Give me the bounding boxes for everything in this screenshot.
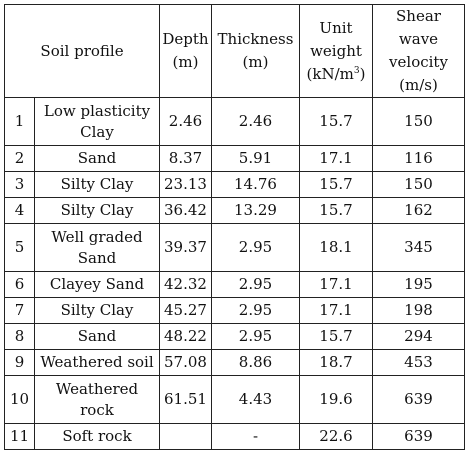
layer-number: 10 [4,375,35,424]
thickness-value: 2.95 [211,223,300,272]
header-row: Soil profile Depth (m) Thickness (m) Unit w… [4,4,465,98]
depth-value: 57.08 [159,349,212,376]
soil-type: Silty Clay [34,171,160,198]
header-depth: Depth (m) [159,4,212,98]
depth-value: 42.32 [159,271,212,298]
unit-weight-value: 18.1 [299,223,373,272]
unit-weight-value: 18.7 [299,349,373,376]
table-row: 11 Soft rock - 22.6 639 [4,423,465,450]
table-row: 6 Clayey Sand 42.32 2.95 17.1 195 [4,271,465,298]
layer-number: 7 [4,297,35,324]
table-row: 9 Weathered soil 57.08 8.86 18.7 453 [4,349,465,376]
depth-value: 2.46 [159,97,212,146]
layer-number: 8 [4,323,35,350]
unit-weight-value: 15.7 [299,97,373,146]
soil-type: Weathered rock [34,375,160,424]
depth-value: 36.42 [159,197,212,224]
header-thickness: Thickness (m) [211,4,300,98]
unit-weight-value: 15.7 [299,323,373,350]
depth-value: 48.22 [159,323,212,350]
soil-type: Clayey Sand [34,271,160,298]
velocity-value: 150 [372,97,465,146]
velocity-value: 162 [372,197,465,224]
header-soil-profile: Soil profile [4,4,160,98]
thickness-value: - [211,423,300,450]
thickness-value: 2.95 [211,323,300,350]
soil-type: Well graded Sand [34,223,160,272]
table-row: 3 Silty Clay 23.13 14.76 15.7 150 [4,171,465,198]
layer-number: 2 [4,145,35,172]
table-row: 2 Sand 8.37 5.91 17.1 116 [4,145,465,172]
velocity-value: 195 [372,271,465,298]
thickness-value: 5.91 [211,145,300,172]
table-row: 5 Well graded Sand 39.37 2.95 18.1 345 [4,223,465,272]
unit-weight-value: 19.6 [299,375,373,424]
velocity-value: 453 [372,349,465,376]
table-row: 1 Low plasticity Clay 2.46 2.46 15.7 150 [4,97,465,146]
unit-weight-value: 17.1 [299,297,373,324]
table-row: 10 Weathered rock 61.51 4.43 19.6 639 [4,375,465,424]
unit-weight-value: 17.1 [299,145,373,172]
table-row: 4 Silty Clay 36.42 13.29 15.7 162 [4,197,465,224]
soil-type: Weathered soil [34,349,160,376]
soil-type: Low plasticity Clay [34,97,160,146]
velocity-value: 294 [372,323,465,350]
soil-type: Silty Clay [34,297,160,324]
depth-value: 8.37 [159,145,212,172]
header-unit-weight: Unit weight (kN/m3) [299,4,373,98]
thickness-value: 14.76 [211,171,300,198]
unit-weight-value: 22.6 [299,423,373,450]
unit-weight-value: 17.1 [299,271,373,298]
soil-profile-table: Soil profile Depth (m) Thickness (m) Unit w… [4,4,465,450]
layer-number: 4 [4,197,35,224]
thickness-value: 4.43 [211,375,300,424]
thickness-value: 2.95 [211,271,300,298]
depth-value: 23.13 [159,171,212,198]
depth-value: 39.37 [159,223,212,272]
thickness-value: 2.46 [211,97,300,146]
unit-weight-value: 15.7 [299,197,373,224]
table-row: 7 Silty Clay 45.27 2.95 17.1 198 [4,297,465,324]
velocity-value: 639 [372,375,465,424]
header-shear-wave-velocity: Shear wave velocity (m/s) [372,4,465,98]
soil-type: Soft rock [34,423,160,450]
depth-value: 61.51 [159,375,212,424]
thickness-value: 2.95 [211,297,300,324]
velocity-value: 150 [372,171,465,198]
unit-weight-value: 15.7 [299,171,373,198]
velocity-value: 198 [372,297,465,324]
layer-number: 6 [4,271,35,298]
soil-type: Sand [34,323,160,350]
layer-number: 9 [4,349,35,376]
thickness-value: 8.86 [211,349,300,376]
velocity-value: 639 [372,423,465,450]
table-row: 8 Sand 48.22 2.95 15.7 294 [4,323,465,350]
layer-number: 1 [4,97,35,146]
layer-number: 3 [4,171,35,198]
depth-value: 45.27 [159,297,212,324]
velocity-value: 116 [372,145,465,172]
velocity-value: 345 [372,223,465,272]
thickness-value: 13.29 [211,197,300,224]
layer-number: 5 [4,223,35,272]
depth-value [159,423,212,450]
soil-type: Silty Clay [34,197,160,224]
layer-number: 11 [4,423,35,450]
soil-type: Sand [34,145,160,172]
